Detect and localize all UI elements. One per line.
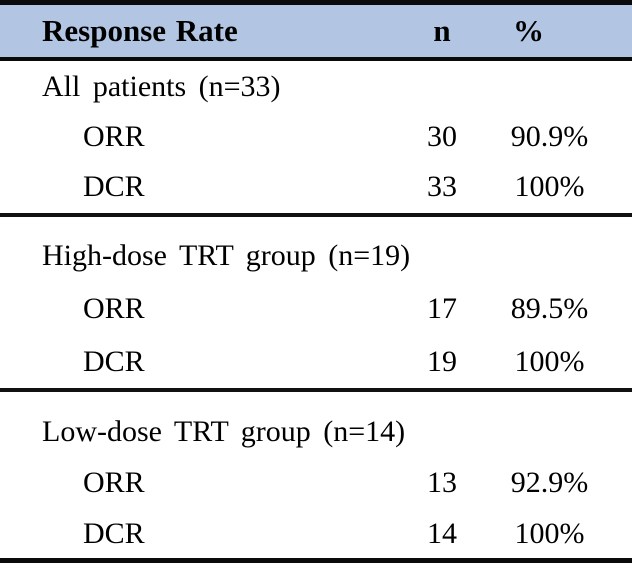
- row-label: DCR: [83, 170, 145, 203]
- pct-value: 90.9%: [510, 120, 589, 153]
- col-header-n: n: [433, 13, 451, 48]
- col-header-percent: %: [513, 13, 544, 48]
- n-value: 17: [427, 291, 457, 325]
- table-row: ORR 17 89.5%: [0, 282, 632, 335]
- group-label: High-dose TRT group (n=19): [42, 238, 411, 272]
- table-header-row: Response Rate n %: [0, 5, 632, 61]
- row-label: ORR: [83, 120, 145, 153]
- table-row: DCR 19 100%: [0, 335, 632, 388]
- col-header-response-rate: Response Rate: [42, 13, 238, 48]
- section-low-dose-trt: Low-dose TRT group (n=14) ORR 13 92.9% D…: [0, 392, 632, 563]
- table-row: ORR 13 92.9%: [0, 457, 632, 508]
- section-all-patients: All patients (n=33) ORR 30 90.9% DCR 33 …: [0, 61, 632, 217]
- n-value: 14: [427, 516, 457, 550]
- n-value: 33: [427, 170, 457, 203]
- group-label: All patients (n=33): [42, 70, 281, 103]
- table-row: ORR 30 90.9%: [0, 112, 632, 162]
- row-label: DCR: [83, 516, 145, 550]
- group-row: All patients (n=33): [0, 62, 632, 112]
- group-label: Low-dose TRT group (n=14): [42, 414, 406, 448]
- pct-value: 89.5%: [510, 291, 589, 325]
- table-row: DCR 14 100%: [0, 508, 632, 559]
- pct-value: 100%: [514, 516, 585, 550]
- section-high-dose-trt: High-dose TRT group (n=19) ORR 17 89.5% …: [0, 217, 632, 392]
- n-value: 13: [427, 465, 457, 499]
- table-row: DCR 33 100%: [0, 162, 632, 212]
- n-value: 30: [427, 120, 457, 153]
- row-label: ORR: [83, 465, 145, 499]
- group-row: High-dose TRT group (n=19): [0, 229, 632, 282]
- pct-value: 100%: [514, 170, 585, 203]
- n-value: 19: [427, 344, 457, 378]
- group-row: Low-dose TRT group (n=14): [0, 406, 632, 457]
- row-label: ORR: [83, 291, 145, 325]
- pct-value: 100%: [514, 344, 585, 378]
- response-rate-table: Response Rate n % All patients (n=33) OR…: [0, 0, 632, 563]
- row-label: DCR: [83, 344, 145, 378]
- pct-value: 92.9%: [510, 465, 589, 499]
